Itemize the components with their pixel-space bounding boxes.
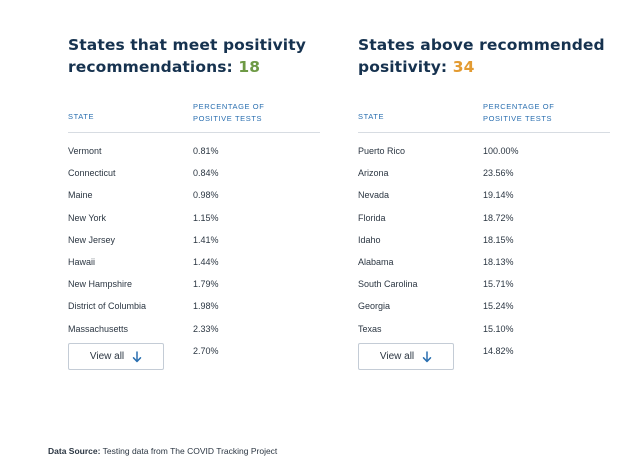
- percentage-cell: 100.00%: [483, 146, 519, 156]
- meet-recommendations-panel: States that meet positivity recommendati…: [68, 34, 320, 363]
- table-row: Maine 0.98%: [68, 185, 320, 207]
- state-cell: New York: [68, 212, 107, 223]
- percentage-cell: 14.82%: [483, 345, 514, 356]
- table-row: District of Columbia 1.98%: [68, 296, 320, 318]
- table-header: STATE PERCENTAGE OF POSITIVE TESTS: [358, 98, 610, 133]
- table-row: Connecticut 0.84%: [68, 163, 320, 185]
- percentage-cell: 2.33%: [193, 323, 219, 334]
- above-count: 34: [452, 58, 475, 76]
- percentage-cell: 15.24%: [483, 301, 514, 312]
- table-row: New Jersey 1.41%: [68, 230, 320, 252]
- percentage-cell: 18.15%: [483, 234, 514, 245]
- state-cell: Nevada: [358, 190, 390, 201]
- state-cell: District of Columbia: [68, 301, 147, 312]
- above-recommended-heading: States above recommended positivity: 34: [358, 34, 610, 78]
- table-row: Massachusetts 2.33%: [68, 319, 320, 341]
- percentage-cell: 1.15%: [193, 212, 219, 223]
- state-cell: Vermont: [68, 146, 102, 156]
- table-row: Alabama 18.13%: [358, 252, 610, 274]
- above-table-rows: Puerto Rico 100.00% Arizona 23.56% Nevada 1…: [358, 141, 610, 363]
- column-header-percentage: PERCENTAGE OF POSITIVE TESTS: [483, 102, 555, 123]
- table-row: South Carolina 15.71%: [358, 274, 610, 296]
- state-cell: New Hampshire: [68, 279, 133, 290]
- state-cell: Idaho: [358, 234, 381, 245]
- table-row: Hawaii 1.44%: [68, 252, 320, 274]
- state-cell: Georgia: [358, 301, 391, 312]
- state-cell: Florida: [358, 212, 386, 223]
- data-source-note: Data Source: Testing data from The COVID…: [48, 446, 277, 456]
- percentage-cell: 0.81%: [193, 146, 219, 156]
- view-all-above-button[interactable]: View all: [358, 343, 454, 370]
- percentage-cell: 23.56%: [483, 168, 514, 179]
- percentage-cell: 15.10%: [483, 323, 514, 334]
- state-cell: Texas: [358, 323, 382, 334]
- state-cell: Massachusetts: [68, 323, 129, 334]
- percentage-cell: 0.98%: [193, 190, 219, 201]
- state-cell: Alabama: [358, 256, 394, 267]
- table-row: New Hampshire 1.79%: [68, 274, 320, 296]
- percentage-cell: 2.70%: [193, 345, 219, 356]
- covid-tracking-project-link[interactable]: The COVID Tracking Project: [170, 446, 278, 456]
- table-row: New York 1.15%: [68, 208, 320, 230]
- percentage-cell: 0.84%: [193, 168, 219, 179]
- view-all-meet-button[interactable]: View all: [68, 343, 164, 370]
- table-row: Vermont 0.81%: [68, 141, 320, 163]
- table-row: Puerto Rico 100.00%: [358, 141, 610, 163]
- state-cell: Connecticut: [68, 168, 116, 179]
- above-recommended-panel: States above recommended positivity: 34 …: [358, 34, 610, 363]
- state-cell: Puerto Rico: [358, 146, 406, 156]
- view-all-label: View all: [89, 351, 125, 362]
- percentage-cell: 1.44%: [193, 256, 219, 267]
- percentage-cell: 1.79%: [193, 279, 219, 290]
- percentage-cell: 18.13%: [483, 256, 514, 267]
- meet-count: 18: [238, 58, 261, 76]
- column-header-state: STATE: [358, 112, 385, 121]
- percentage-cell: 19.14%: [483, 190, 514, 201]
- data-source-label: Data Source:: [48, 446, 101, 456]
- table-row: Texas 15.10%: [358, 319, 610, 341]
- meet-table-rows: Vermont 0.81% Connecticut 0.84% Maine 0.98%…: [68, 141, 320, 363]
- percentage-cell: 18.72%: [483, 212, 514, 223]
- state-cell: New Jersey: [68, 234, 116, 245]
- state-cell: Maine: [68, 190, 93, 201]
- state-cell: Arizona: [358, 168, 389, 179]
- table-row: Georgia 15.24%: [358, 296, 610, 318]
- percentage-cell: 1.98%: [193, 301, 219, 312]
- percentage-cell: 1.41%: [193, 234, 219, 245]
- table-row: Arizona 23.56%: [358, 163, 610, 185]
- arrow-down-icon: [422, 350, 432, 362]
- state-cell: Hawaii: [68, 256, 96, 267]
- meet-recommendations-heading: States that meet positivity recommendati…: [68, 34, 320, 78]
- percentage-cell: 15.71%: [483, 279, 514, 290]
- table-row: Nevada 19.14%: [358, 185, 610, 207]
- arrow-down-icon: [132, 350, 142, 362]
- heading-text: States that meet positivity recommendati…: [68, 36, 306, 76]
- column-header-state: STATE: [68, 112, 95, 121]
- table-row: Idaho 18.15%: [358, 230, 610, 252]
- state-cell: South Carolina: [358, 279, 418, 290]
- column-header-percentage: PERCENTAGE OF POSITIVE TESTS: [193, 102, 265, 123]
- heading-text: States above recommended positivity:: [358, 36, 605, 76]
- table-header: STATE PERCENTAGE OF POSITIVE TESTS: [68, 98, 320, 133]
- view-all-label: View all: [379, 351, 415, 362]
- table-row: Florida 18.72%: [358, 208, 610, 230]
- data-source-text: Testing data from: [100, 446, 171, 456]
